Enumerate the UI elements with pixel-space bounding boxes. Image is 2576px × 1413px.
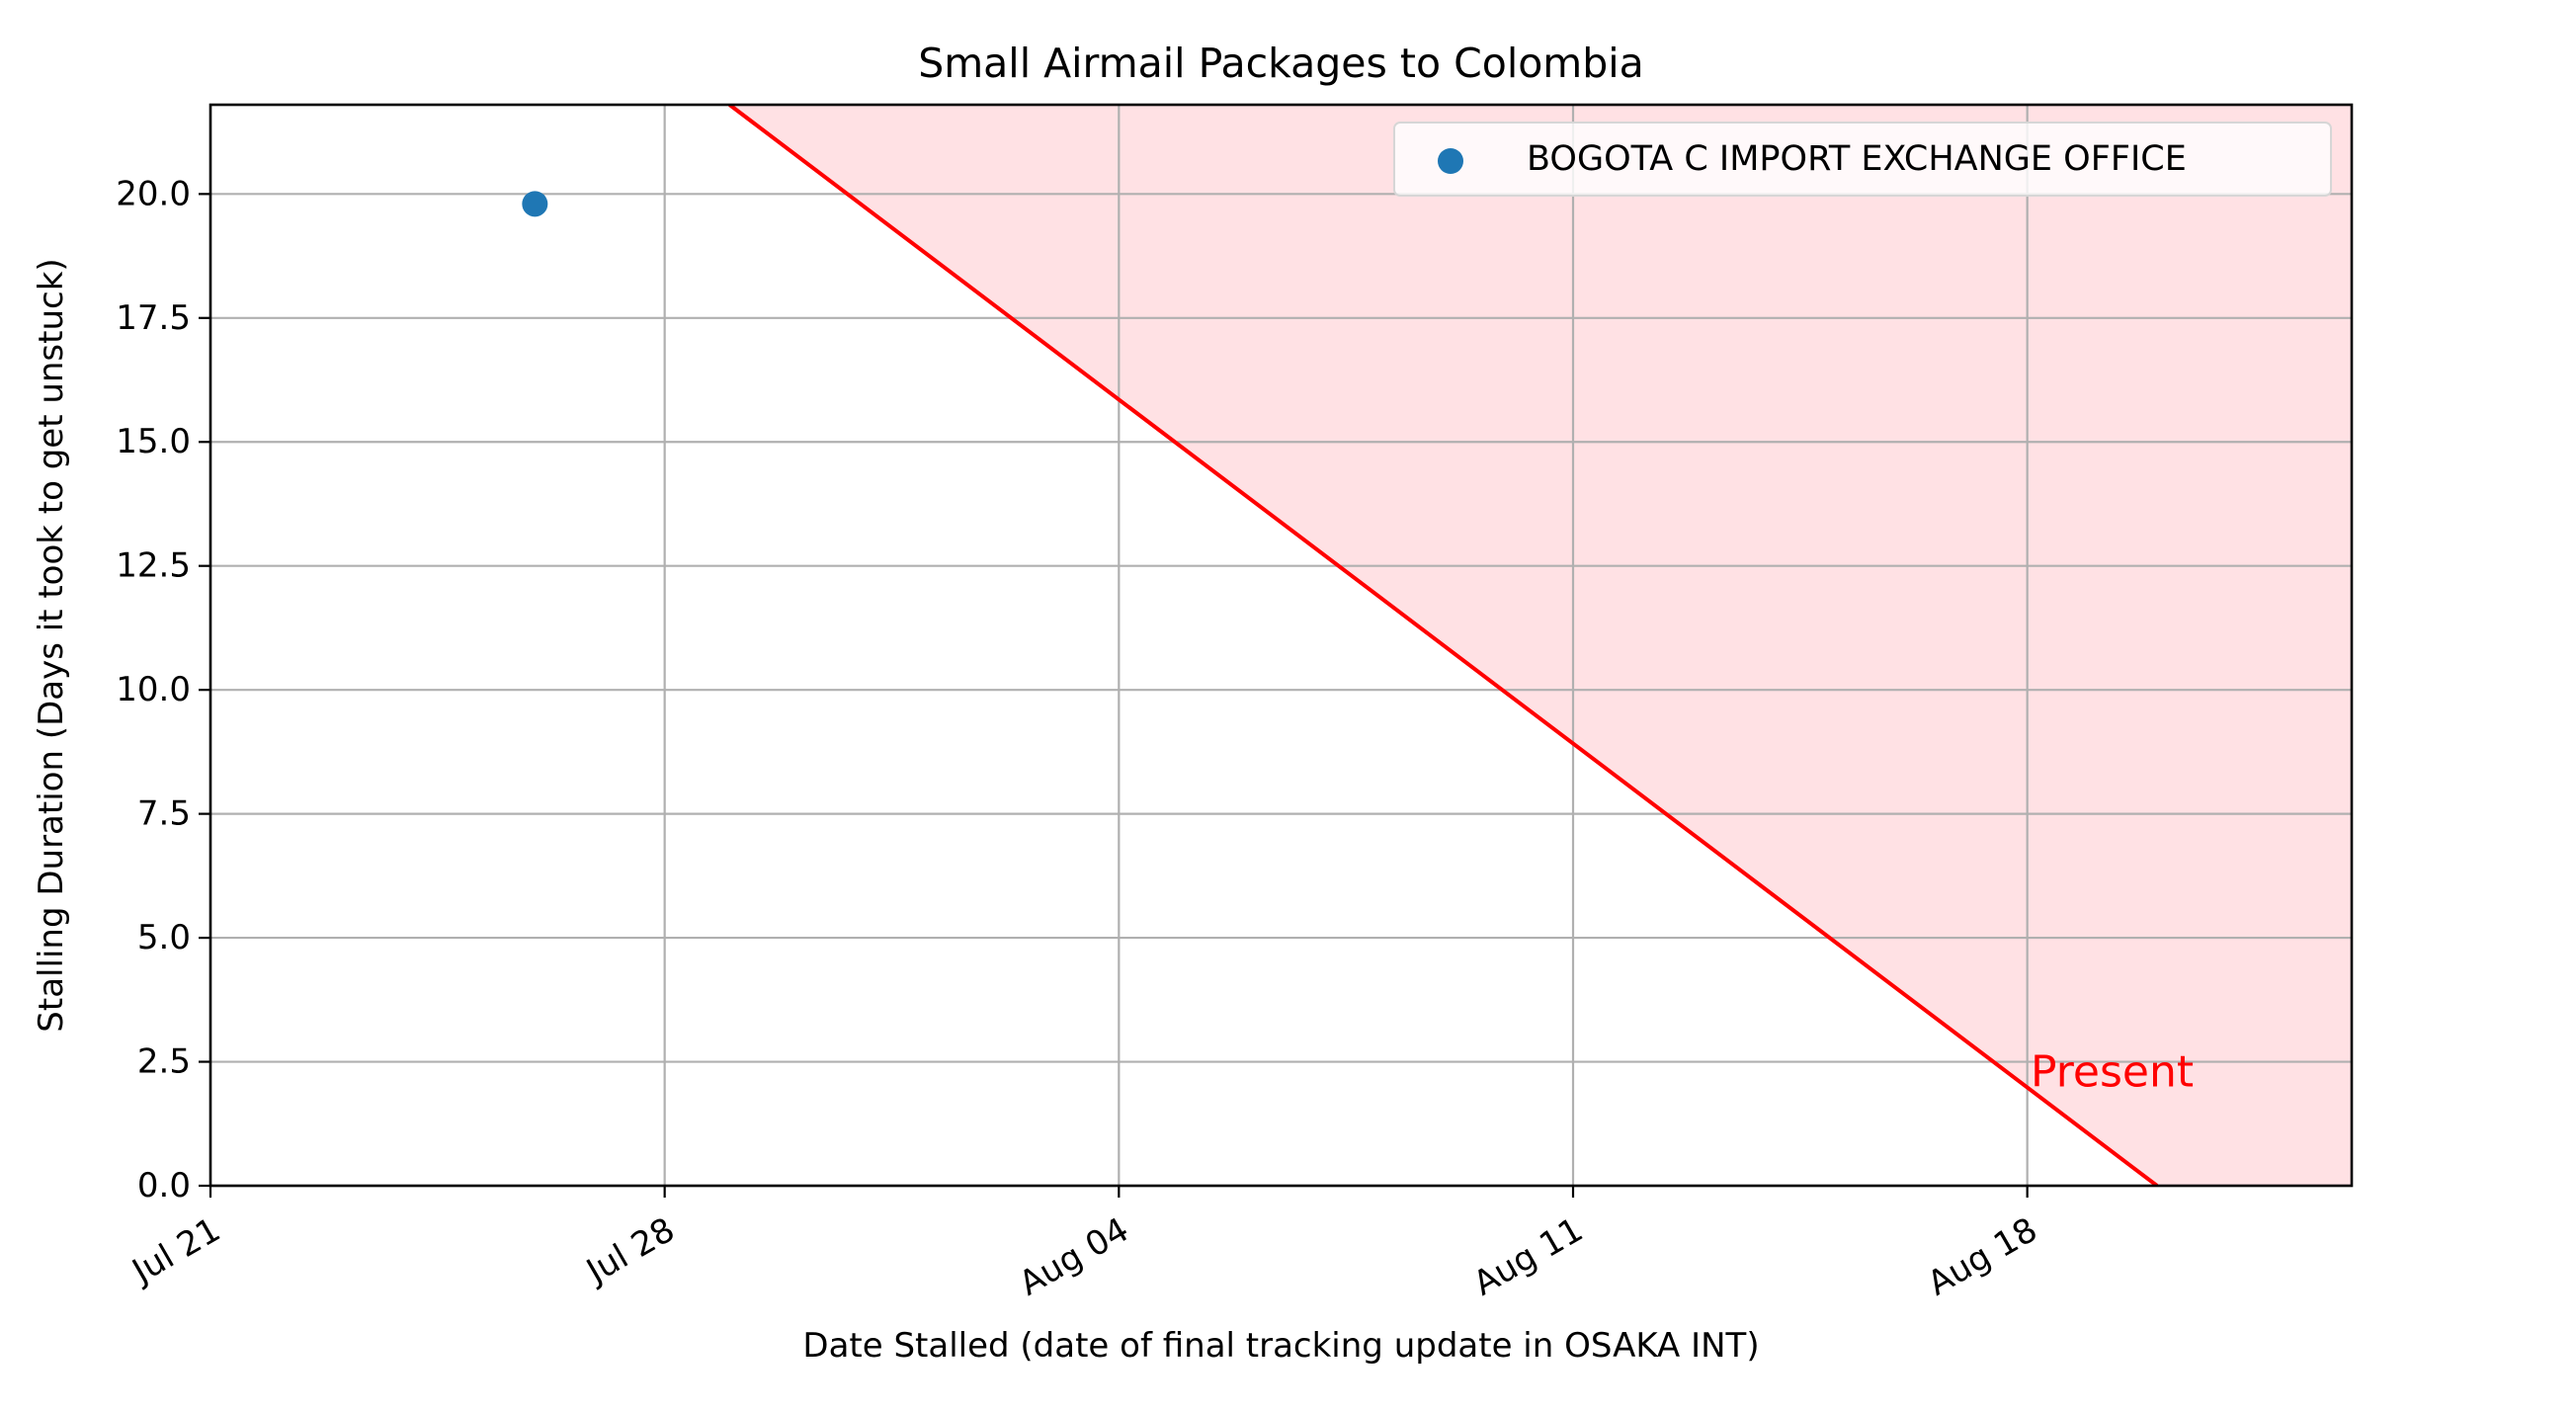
axes-frame	[208, 103, 2354, 1188]
y-axis-ticks: 0.0 2.5 5.0 7.5 10.0 12.5 15.0 17.5 20.0	[116, 174, 210, 1205]
plot-area: Present	[208, 103, 2354, 1188]
chart-title: Small Airmail Packages to Colombia	[918, 40, 1644, 87]
y-tick-label-8: 20.0	[116, 174, 191, 213]
y-tick-label-1: 2.5	[137, 1042, 191, 1082]
y-tick-label-4: 10.0	[116, 670, 191, 709]
y-tick-label-0: 0.0	[137, 1166, 191, 1205]
legend-box	[1393, 122, 2332, 197]
y-tick-label-2: 5.0	[137, 918, 191, 957]
present-line	[728, 105, 2159, 1186]
y-axis-label: Stalling Duration (Days it took to get u…	[32, 258, 71, 1032]
scatter-points	[522, 191, 548, 217]
x-axis-label: Date Stalled (date of final tracking upd…	[802, 1326, 1759, 1366]
legend-label: BOGOTA C IMPORT EXCHANGE OFFICE	[1527, 139, 2187, 179]
present-label: Present	[2031, 1047, 2194, 1098]
legend: BOGOTA C IMPORT EXCHANGE OFFICE	[1393, 122, 2332, 197]
data-point-0-0	[522, 191, 548, 217]
present-region-fill	[729, 105, 2352, 1186]
legend-marker	[1438, 148, 1463, 174]
y-tick-label-6: 15.0	[116, 422, 191, 461]
y-tick-label-3: 7.5	[137, 794, 191, 834]
y-tick-label-7: 17.5	[116, 298, 191, 338]
y-tick-label-5: 12.5	[116, 546, 191, 586]
